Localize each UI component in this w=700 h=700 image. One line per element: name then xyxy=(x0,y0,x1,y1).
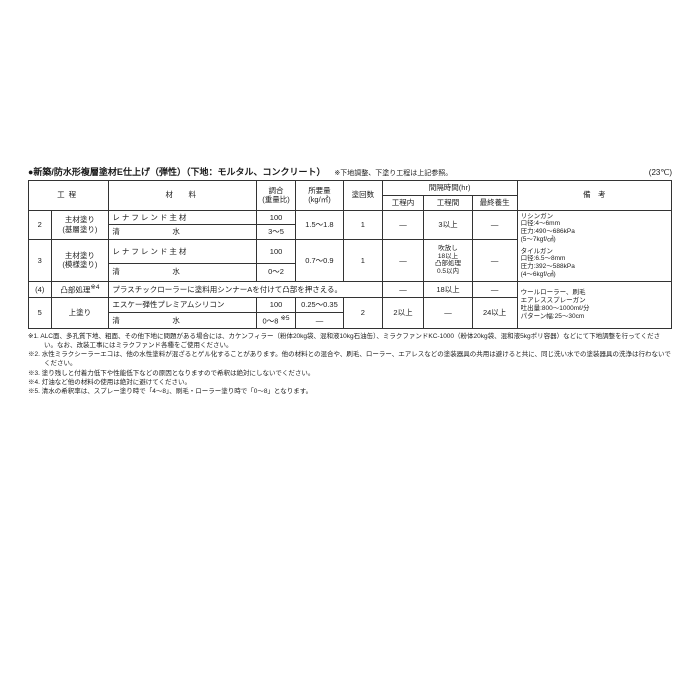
col-coats: 塗回数 xyxy=(344,181,383,211)
row-coats: 2 xyxy=(344,298,383,329)
row-in: ― xyxy=(382,240,424,282)
row-coats: 1 xyxy=(344,240,383,282)
row-in: 2以上 xyxy=(382,298,424,329)
row-remarks: ウールローラー、刷毛 エアレススプレーガン 吐出量:800～1000mℓ/分 パ… xyxy=(517,281,671,328)
row-ratio: 100 xyxy=(257,210,296,225)
footnote: ※4. 灯油など他の材料の使用は絶対に避けてください。 xyxy=(28,378,672,387)
footnotes: ※1. ALC面、多孔質下地、粗面、その他下地に問題がある場合には、カケンフィラ… xyxy=(28,332,672,396)
footnote: ※1. ALC面、多孔質下地、粗面、その他下地に問題がある場合には、カケンフィラ… xyxy=(28,332,672,350)
table-row: 2 主材塗り (基層塗り) レナフレンド主材 100 1.5～1.8 1 ― 3… xyxy=(29,210,672,225)
col-interval-final: 最終養生 xyxy=(472,195,517,210)
row-final: ― xyxy=(472,281,517,297)
row-process: 凸部処理※4 xyxy=(51,281,109,297)
section-title: ●新築/防水形複層塗材E仕上げ（弾性）（下地：モルタル、コンクリート） ※下地調… xyxy=(28,165,452,178)
col-amount: 所要量 (kg/㎡) xyxy=(295,181,343,211)
row-final: 24以上 xyxy=(472,298,517,329)
row-process: 主材塗り (模様塗り) xyxy=(51,240,109,282)
table-row: (4) 凸部処理※4 プラスチックローラーに塗料用シンナーAを付けて凸部を押さえ… xyxy=(29,281,672,297)
row-ratio: 100 xyxy=(257,240,296,264)
row-amount: 1.5～1.8 xyxy=(295,210,343,240)
spec-table: 工程 材 料 調合 (重量比) 所要量 (kg/㎡) 塗回数 間隔時間(hr) … xyxy=(28,180,672,329)
row-between: 3以上 xyxy=(424,210,472,240)
col-interval-between: 工程間 xyxy=(424,195,472,210)
row-process: 上塗り xyxy=(51,298,109,329)
spec-sheet: ●新築/防水形複層塗材E仕上げ（弾性）（下地：モルタル、コンクリート） ※下地調… xyxy=(28,165,672,396)
row-num: 5 xyxy=(29,298,52,329)
row-ratio: 0～8 ※5 xyxy=(257,312,296,328)
title-row: ●新築/防水形複層塗材E仕上げ（弾性）（下地：モルタル、コンクリート） ※下地調… xyxy=(28,165,672,178)
row-in: ― xyxy=(382,210,424,240)
row-material: レナフレンド主材 xyxy=(109,240,257,264)
row-num: (4) xyxy=(29,281,52,297)
footnote: ※5. 清水の希釈率は、スプレー塗り時で「4～8」、刷毛・ローラー塗り時で「0～… xyxy=(28,387,672,396)
footnote: ※2. 水性ミラクシーラーエコは、他の水性塗料が混ざるとゲル化することがあります… xyxy=(28,350,672,368)
row-amount: ― xyxy=(295,312,343,328)
col-interval: 間隔時間(hr) xyxy=(382,181,517,196)
row-ratio: 0～2 xyxy=(257,263,296,281)
row-between: ― xyxy=(424,298,472,329)
temperature-label: (23℃) xyxy=(649,168,672,177)
row-material: エスケー弾性プレミアムシリコン xyxy=(109,298,257,313)
row-process: 主材塗り (基層塗り) xyxy=(51,210,109,240)
row-in: ― xyxy=(382,281,424,297)
col-ratio: 調合 (重量比) xyxy=(257,181,296,211)
row-material: 清 水 xyxy=(109,263,257,281)
row-between: 18以上 xyxy=(424,281,472,297)
col-remarks: 備 考 xyxy=(583,190,606,199)
row-material: 清 水 xyxy=(109,225,257,240)
row-final: ― xyxy=(472,240,517,282)
row-ratio: 100 xyxy=(257,298,296,313)
row-coats: 1 xyxy=(344,210,383,240)
row-material: プラスチックローラーに塗料用シンナーAを付けて凸部を押さえる。 xyxy=(109,281,382,297)
row-material: レナフレンド主材 xyxy=(109,210,257,225)
footnote: ※3. 塗り残しと付着力低下や性能低下などの原因となりますので希釈は絶対にしない… xyxy=(28,369,672,378)
row-final: ― xyxy=(472,210,517,240)
row-remarks: リシンガン 口径:4～6mm 圧力:490～686kPa (5～7kgf/㎠) … xyxy=(517,210,671,281)
row-material: 清 水 xyxy=(109,312,257,328)
row-amount: 0.7～0.9 xyxy=(295,240,343,282)
row-num: 3 xyxy=(29,240,52,282)
row-amount: 0.25～0.35 xyxy=(295,298,343,313)
row-between: 吹放し 18以上 凸部処理 0.5以内 xyxy=(424,240,472,282)
row-ratio: 3～5 xyxy=(257,225,296,240)
table-header: 工程 材 料 調合 (重量比) 所要量 (kg/㎡) 塗回数 間隔時間(hr) … xyxy=(29,181,672,211)
col-process: 工程 xyxy=(57,190,80,199)
col-material: 材 料 xyxy=(166,190,201,199)
row-num: 2 xyxy=(29,210,52,240)
col-interval-in: 工程内 xyxy=(382,195,424,210)
